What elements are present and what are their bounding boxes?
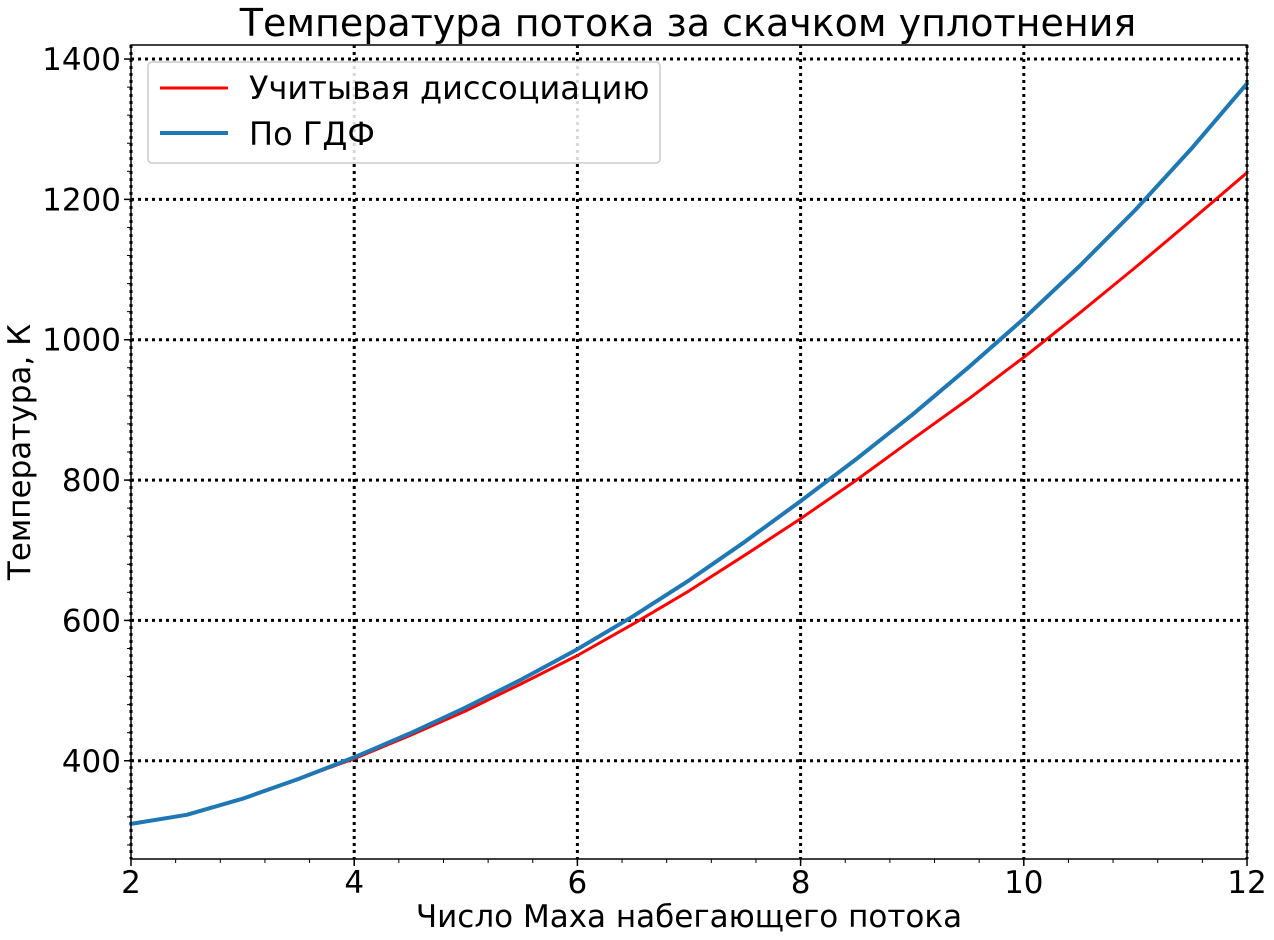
x-tick-label: 12 xyxy=(1227,865,1266,901)
y-tick-label: 600 xyxy=(62,603,121,639)
x-tick-label: 4 xyxy=(344,865,364,901)
y-tick-label: 800 xyxy=(62,463,121,499)
y-axis-label: Температура, К xyxy=(2,324,38,581)
plot-frame xyxy=(130,44,1248,860)
series-lines xyxy=(129,81,1249,826)
chart-title: Температура потока за скачком уплотнения xyxy=(239,1,1137,45)
legend-label-gdf: По ГДФ xyxy=(249,115,375,153)
grid-lines xyxy=(129,45,1249,859)
x-tick-label: 6 xyxy=(568,865,588,901)
y-tick-label: 1400 xyxy=(42,42,121,78)
y-tick-label: 1000 xyxy=(42,323,121,359)
series-line-dissociation xyxy=(129,171,1249,826)
series-line-gdf xyxy=(129,81,1249,826)
x-axis-label: Число Маха набегающего потока xyxy=(416,899,962,935)
x-tick-label: 10 xyxy=(1004,865,1043,901)
x-tick-label: 8 xyxy=(791,865,811,901)
x-tick-label: 2 xyxy=(121,865,141,901)
legend: Учитывая диссоциацию По ГДФ xyxy=(147,61,661,164)
legend-box xyxy=(147,61,661,164)
y-tick-label: 1200 xyxy=(42,182,121,218)
legend-label-dissociation: Учитывая диссоциацию xyxy=(249,69,649,107)
y-tick-label: 400 xyxy=(62,744,121,780)
axis-ticks: 2 4 6 8 10 12 400 600 800 1000 1200 1400 xyxy=(42,42,1267,901)
